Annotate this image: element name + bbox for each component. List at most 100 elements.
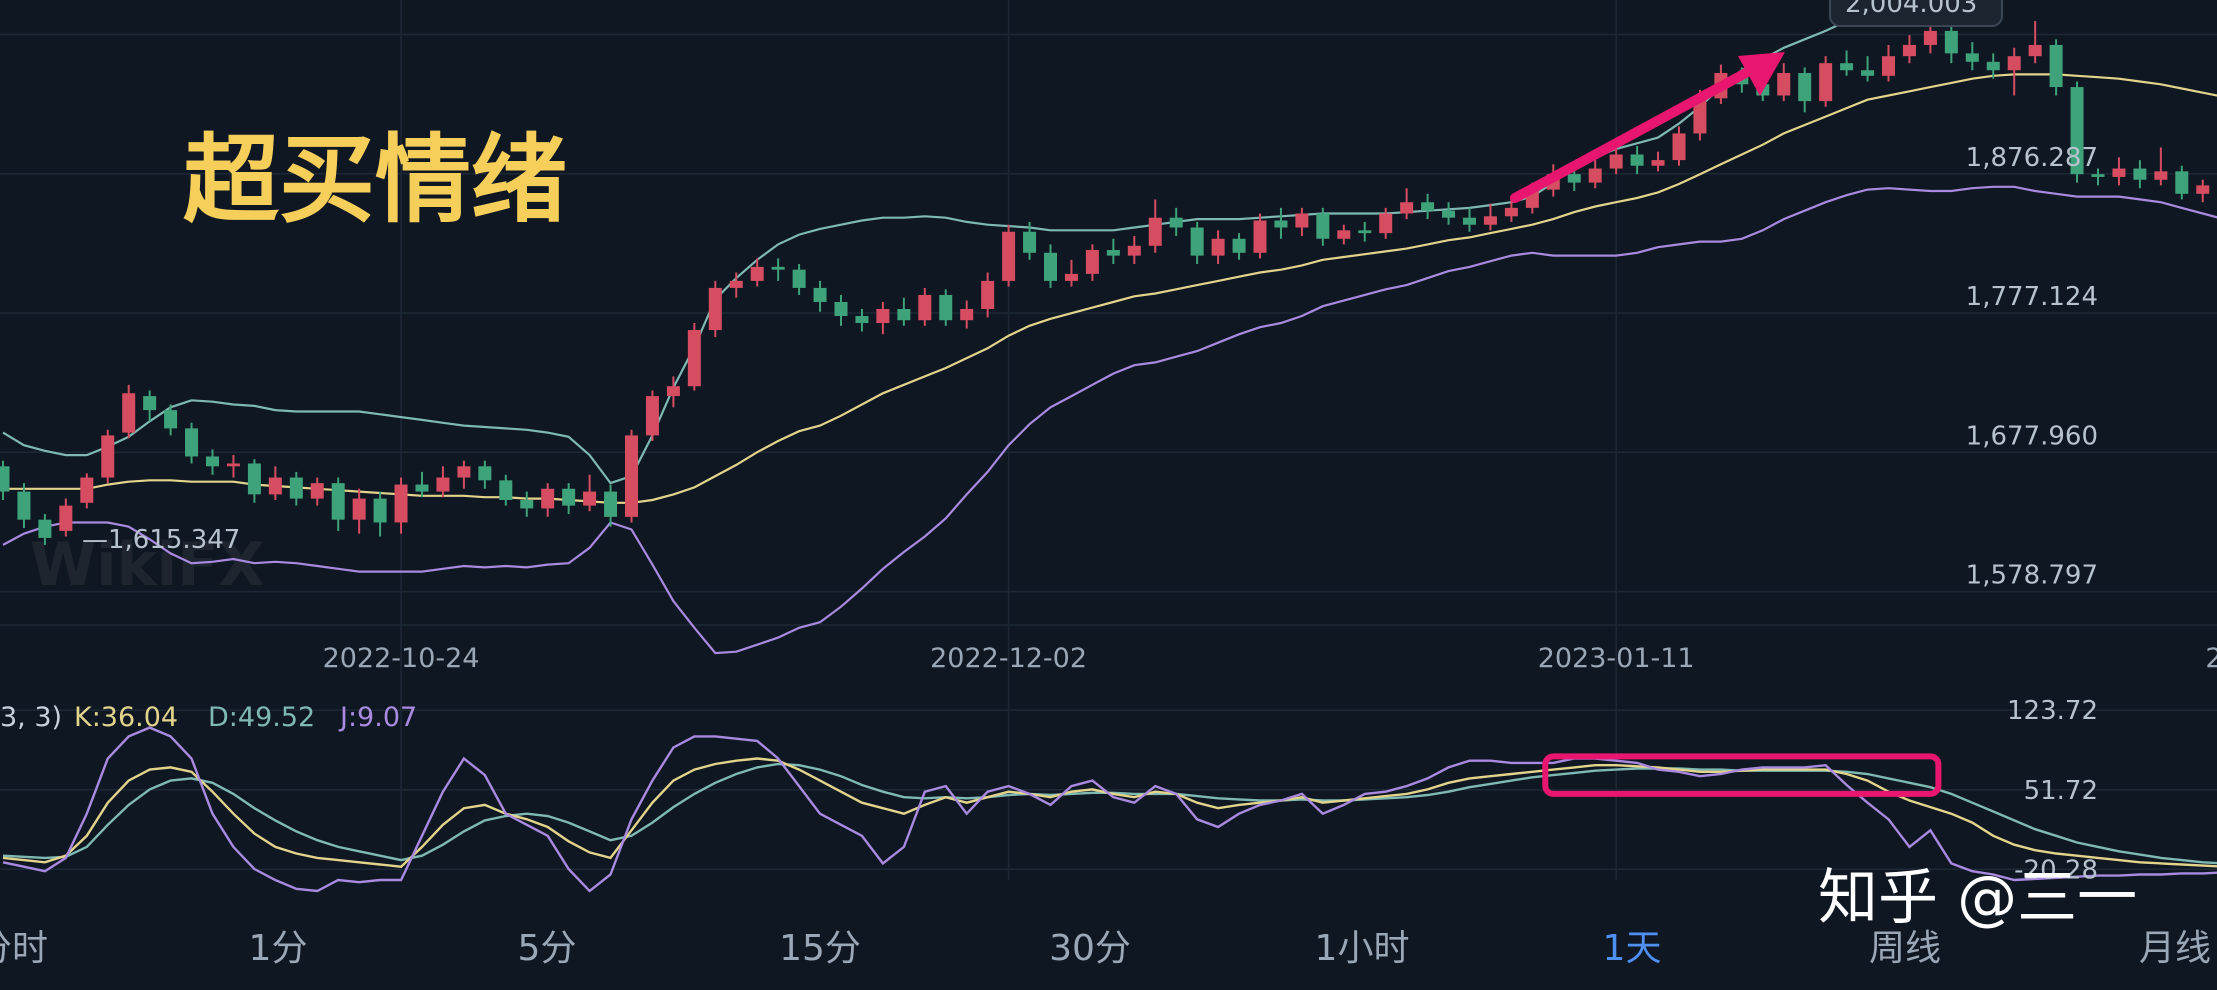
candle-body [834, 301, 848, 317]
candle [268, 466, 282, 500]
candle-body [1651, 160, 1665, 166]
candle-body [1944, 30, 1958, 54]
candle [80, 473, 94, 509]
candle-body [625, 435, 638, 517]
candle-body [981, 280, 995, 309]
date-tick-label: 2023-01-11 [1538, 643, 1695, 674]
candle-body [1358, 230, 1372, 234]
watermark: WikiFX [30, 530, 264, 600]
timeframe-tab[interactable]: 5分 [518, 928, 577, 969]
candle [59, 498, 73, 537]
candle-body [813, 287, 827, 302]
bollinger-upper-line [2, 0, 1898, 485]
candles [0, 14, 2210, 545]
candle [1672, 126, 1686, 166]
candle [1085, 244, 1099, 281]
timeframe-tab[interactable]: 1天 [1603, 928, 1662, 969]
low-price-marker: —1,615.347 [82, 525, 240, 555]
candle [1588, 160, 1602, 189]
candle-body [164, 410, 178, 429]
candle [645, 390, 659, 442]
price-axis: 1,876.287 1,777.124 1,677.960 1,578.797 —1,6… [82, 0, 2098, 591]
candle-body [541, 488, 555, 509]
kdj-j-line [2, 726, 2217, 893]
candle [1190, 221, 1204, 265]
candle-body [1567, 174, 1581, 183]
candle [604, 484, 618, 527]
timeframe-tab[interactable]: 分时 [0, 928, 48, 969]
candle-body [1316, 213, 1330, 239]
candle [1211, 230, 1225, 265]
timeframe-tab[interactable]: 1小时 [1315, 928, 1410, 969]
candle [1064, 259, 1078, 287]
candle-body [478, 466, 492, 481]
candle [520, 491, 534, 517]
candle [1127, 235, 1141, 265]
candle-body [59, 505, 73, 531]
candle-body [876, 308, 890, 324]
candle [1148, 199, 1162, 253]
candle [1169, 207, 1183, 236]
candle-body [2049, 44, 2063, 88]
candle [247, 459, 261, 503]
candle [289, 471, 303, 506]
candle [666, 376, 680, 408]
candle [1274, 207, 1288, 239]
candle-body [1253, 220, 1267, 253]
candle-body [1483, 216, 1497, 225]
timeframe-tab[interactable]: 15分 [779, 928, 861, 969]
candle-body [750, 266, 764, 281]
candle [687, 323, 701, 391]
candle [499, 474, 513, 506]
candle-body [2196, 185, 2210, 194]
timeframe-tab[interactable]: 周线 [1869, 928, 1941, 969]
candle [457, 460, 471, 489]
candle [939, 289, 953, 326]
candle [1944, 22, 1958, 64]
candle [17, 483, 31, 529]
candle-body [2154, 171, 2168, 180]
candle-body [17, 491, 31, 520]
high-price-marker: 2,004.003 [1845, 0, 1977, 19]
candle [1609, 148, 1623, 175]
candle [2070, 81, 2084, 183]
candle [2196, 179, 2210, 203]
candle [143, 390, 157, 422]
candle [436, 466, 450, 498]
timeframe-tab[interactable]: 月线 [2139, 928, 2211, 969]
credit-watermark: 知乎 @三一 [1818, 863, 2137, 933]
timeframe-tab[interactable]: 1分 [249, 928, 308, 969]
kdj-tick-label: -20.28 [2014, 855, 2098, 885]
candle [2028, 21, 2042, 64]
candle [1777, 63, 1791, 102]
candle [1798, 67, 1812, 113]
candle [541, 483, 555, 517]
kdj-k-value: K:36.04 [74, 702, 178, 733]
candle-body [1127, 245, 1141, 256]
candle-body [918, 294, 932, 321]
candle-body [1840, 63, 1854, 71]
candle-body [268, 477, 282, 495]
candle [101, 429, 115, 484]
candle [1379, 207, 1393, 239]
candle [1861, 56, 1875, 82]
candle-body [2133, 168, 2147, 180]
candle [2154, 147, 2168, 186]
candle [206, 449, 219, 475]
timeframe-tab[interactable]: 30分 [1049, 928, 1131, 969]
candle [1316, 207, 1330, 246]
candle-body [1819, 63, 1833, 102]
candle [918, 287, 932, 326]
candle [562, 483, 576, 515]
candle [1504, 199, 1518, 222]
candle-body [2007, 56, 2021, 71]
bollinger-lower-line [2, 185, 2217, 655]
watermark-text: WikiFX [30, 530, 264, 600]
candle-body [247, 463, 261, 495]
candle-body [1002, 231, 1016, 281]
candle-body [122, 393, 136, 433]
candle [38, 514, 52, 545]
candle [1106, 238, 1120, 265]
candle-body [1693, 98, 1707, 134]
candle-body [2070, 87, 2084, 175]
